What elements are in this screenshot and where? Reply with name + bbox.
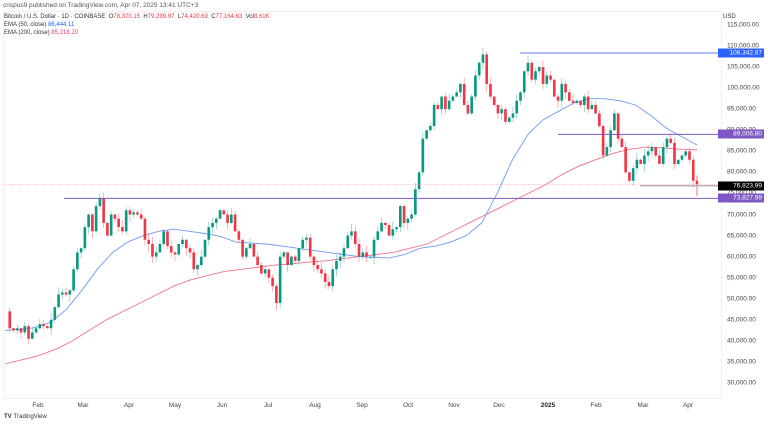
currency-label[interactable]: USD xyxy=(723,14,736,20)
x-tick-label: Jun xyxy=(216,402,228,409)
y-tick-label: 85,000.00 xyxy=(727,147,756,155)
y-tick-label: 40,000.00 xyxy=(727,337,756,345)
x-tick-label: Feb xyxy=(590,402,602,409)
y-tick-label: 110,000.00 xyxy=(727,42,760,50)
y-tick-label: 95,000.00 xyxy=(727,105,756,113)
y-tick-label: 70,000.00 xyxy=(727,211,756,218)
x-tick-label: Sep xyxy=(356,402,368,409)
y-tick-label: 105,000.00 xyxy=(727,63,760,71)
y-tick-label: 115,000.00 xyxy=(727,21,760,29)
y-tick-label: 50,000.00 xyxy=(727,295,756,303)
x-tick-label: Aug xyxy=(309,402,321,409)
low-value: 74,420.69 xyxy=(181,14,208,20)
volume-value: 8.61K xyxy=(253,14,270,20)
x-tick-label: Nov xyxy=(448,402,460,409)
close-value: 77,164.63 xyxy=(215,14,243,20)
price-axis[interactable] xyxy=(721,11,766,399)
ema200-legend[interactable]: EMA (200, close) 85,218.20 xyxy=(4,30,79,36)
symbol-line: Bitcoin / U.S. Dollar · 1D · COINBASE O7… xyxy=(4,14,270,20)
y-tick-label: 45,000.00 xyxy=(727,316,756,324)
x-tick-label: 2025 xyxy=(540,402,556,409)
published-info: crispus9 published on TradingView.com, A… xyxy=(3,2,199,9)
x-tick-label: May xyxy=(168,402,182,409)
y-tick-label: 30,000.00 xyxy=(727,379,756,387)
x-tick-label: Dec xyxy=(493,402,505,409)
symbol-title[interactable]: Bitcoin / U.S. Dollar · 1D · COINBASE xyxy=(4,14,106,20)
price-label: 76,823.99 xyxy=(718,181,764,191)
y-tick-label: 100,000.00 xyxy=(727,84,760,92)
ema50-legend[interactable]: EMA (50, close) 86,444.11 xyxy=(4,22,75,28)
chart-legend: Bitcoin / U.S. Dollar · 1D · COINBASE O7… xyxy=(4,13,270,37)
price-label: 73,827.99 xyxy=(718,193,764,203)
high-value: 79,299.97 xyxy=(147,14,175,20)
price-label: 108,342.87 xyxy=(718,48,764,58)
x-tick-label: Apr xyxy=(123,402,135,409)
chart-pane[interactable] xyxy=(3,11,721,399)
price-label: 89,006.80 xyxy=(718,129,764,139)
open-value: 78,370.15 xyxy=(113,14,141,20)
y-tick-label: 65,000.00 xyxy=(727,232,756,240)
x-tick-label: Mar xyxy=(637,402,649,409)
x-tick-label: Mar xyxy=(77,402,89,409)
x-tick-label: Oct xyxy=(402,402,414,409)
y-tick-label: 35,000.00 xyxy=(727,358,756,366)
tv-logo-icon: TV xyxy=(4,414,12,420)
x-tick-label: Apr xyxy=(682,402,694,409)
y-tick-label: 60,000.00 xyxy=(727,253,756,261)
x-tick-label: Feb xyxy=(32,402,44,409)
tradingview-logo[interactable]: TV TradingView xyxy=(4,414,47,420)
y-tick-label: 80,000.00 xyxy=(727,168,756,176)
y-tick-label: 75,000.00 xyxy=(727,190,756,197)
x-tick-label: Jul xyxy=(263,402,273,409)
y-tick-label: 55,000.00 xyxy=(727,274,756,282)
